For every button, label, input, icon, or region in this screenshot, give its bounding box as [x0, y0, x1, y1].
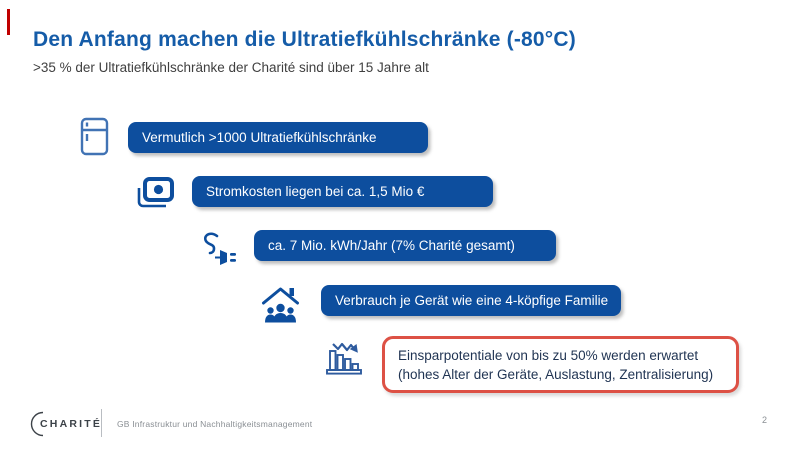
savings-highlight-line1: Einsparpotentiale von bis zu 50% werden …: [398, 348, 699, 363]
fact-pill-energy-consumption: ca. 7 Mio. kWh/Jahr (7% Charité gesamt): [254, 230, 556, 261]
declining-chart-icon: [325, 336, 365, 385]
fact-pill-freezer-count: Vermutlich >1000 Ultratiefkühlschränke: [128, 122, 428, 153]
fact-pill-per-device-consumption: Verbrauch je Gerät wie eine 4-köpfige Fa…: [321, 285, 621, 316]
charite-logo: CHARITÉ: [30, 411, 100, 437]
fridge-icon: [80, 117, 109, 161]
slide-title: Den Anfang machen die Ultratiefkühlschrä…: [33, 28, 576, 51]
page-number: 2: [762, 415, 768, 425]
fact-pill-electricity-cost: Stromkosten liegen bei ca. 1,5 Mio €: [192, 176, 493, 207]
charite-logo-arc-icon: [30, 411, 46, 442]
charite-logo-text: CHARITÉ: [40, 418, 103, 430]
power-plug-icon: [202, 231, 238, 273]
savings-highlight-line2: (hohes Alter der Geräte, Auslastung, Zen…: [398, 367, 714, 382]
savings-highlight-box: Einsparpotentiale von bis zu 50% werden …: [382, 336, 739, 393]
footer-divider: [101, 409, 102, 437]
banknote-icon: [136, 176, 175, 216]
footer-department: GB Infrastruktur und Nachhaltigkeitsmana…: [117, 419, 313, 429]
slide-subtitle: >35 % der Ultratiefkühlschränke der Char…: [33, 60, 429, 75]
house-family-icon: [260, 285, 301, 329]
slide-accent-red-dash: [7, 9, 10, 35]
